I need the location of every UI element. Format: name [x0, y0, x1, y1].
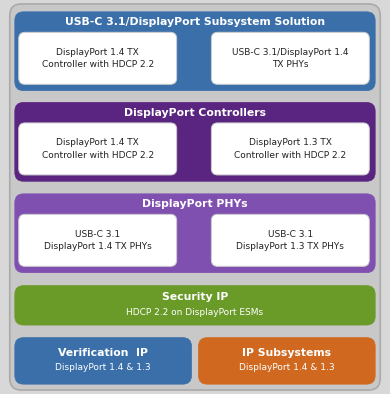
FancyBboxPatch shape: [15, 338, 191, 384]
Text: DisplayPort 1.4 TX
Controller with HDCP 2.2: DisplayPort 1.4 TX Controller with HDCP …: [42, 48, 154, 69]
Text: DisplayPort 1.3 TX
Controller with HDCP 2.2: DisplayPort 1.3 TX Controller with HDCP …: [234, 138, 346, 160]
Text: DisplayPort Controllers: DisplayPort Controllers: [124, 108, 266, 118]
Text: DisplayPort PHYs: DisplayPort PHYs: [142, 199, 248, 209]
FancyBboxPatch shape: [211, 32, 369, 84]
FancyBboxPatch shape: [15, 194, 375, 273]
FancyBboxPatch shape: [19, 214, 177, 266]
FancyBboxPatch shape: [19, 123, 177, 175]
FancyBboxPatch shape: [15, 12, 375, 91]
Text: USB-C 3.1
DisplayPort 1.3 TX PHYs: USB-C 3.1 DisplayPort 1.3 TX PHYs: [236, 230, 344, 251]
FancyBboxPatch shape: [19, 32, 177, 84]
Text: Security IP: Security IP: [162, 292, 228, 303]
Text: USB-C 3.1
DisplayPort 1.4 TX PHYs: USB-C 3.1 DisplayPort 1.4 TX PHYs: [44, 230, 152, 251]
FancyBboxPatch shape: [211, 214, 369, 266]
FancyBboxPatch shape: [211, 123, 369, 175]
Text: USB-C 3.1/DisplayPort 1.4
TX PHYs: USB-C 3.1/DisplayPort 1.4 TX PHYs: [232, 48, 349, 69]
Text: USB-C 3.1/DisplayPort Subsystem Solution: USB-C 3.1/DisplayPort Subsystem Solution: [65, 17, 325, 27]
FancyBboxPatch shape: [15, 102, 375, 181]
Text: IP Subsystems: IP Subsystems: [242, 348, 332, 358]
Text: DisplayPort 1.4 & 1.3: DisplayPort 1.4 & 1.3: [55, 364, 151, 372]
FancyBboxPatch shape: [15, 286, 375, 325]
FancyBboxPatch shape: [10, 4, 380, 390]
Text: HDCP 2.2 on DisplayPort ESMs: HDCP 2.2 on DisplayPort ESMs: [126, 308, 264, 317]
Text: DisplayPort 1.4 & 1.3: DisplayPort 1.4 & 1.3: [239, 364, 335, 372]
FancyBboxPatch shape: [199, 338, 375, 384]
Text: DisplayPort 1.4 TX
Controller with HDCP 2.2: DisplayPort 1.4 TX Controller with HDCP …: [42, 138, 154, 160]
Text: Verification  IP: Verification IP: [58, 348, 148, 358]
